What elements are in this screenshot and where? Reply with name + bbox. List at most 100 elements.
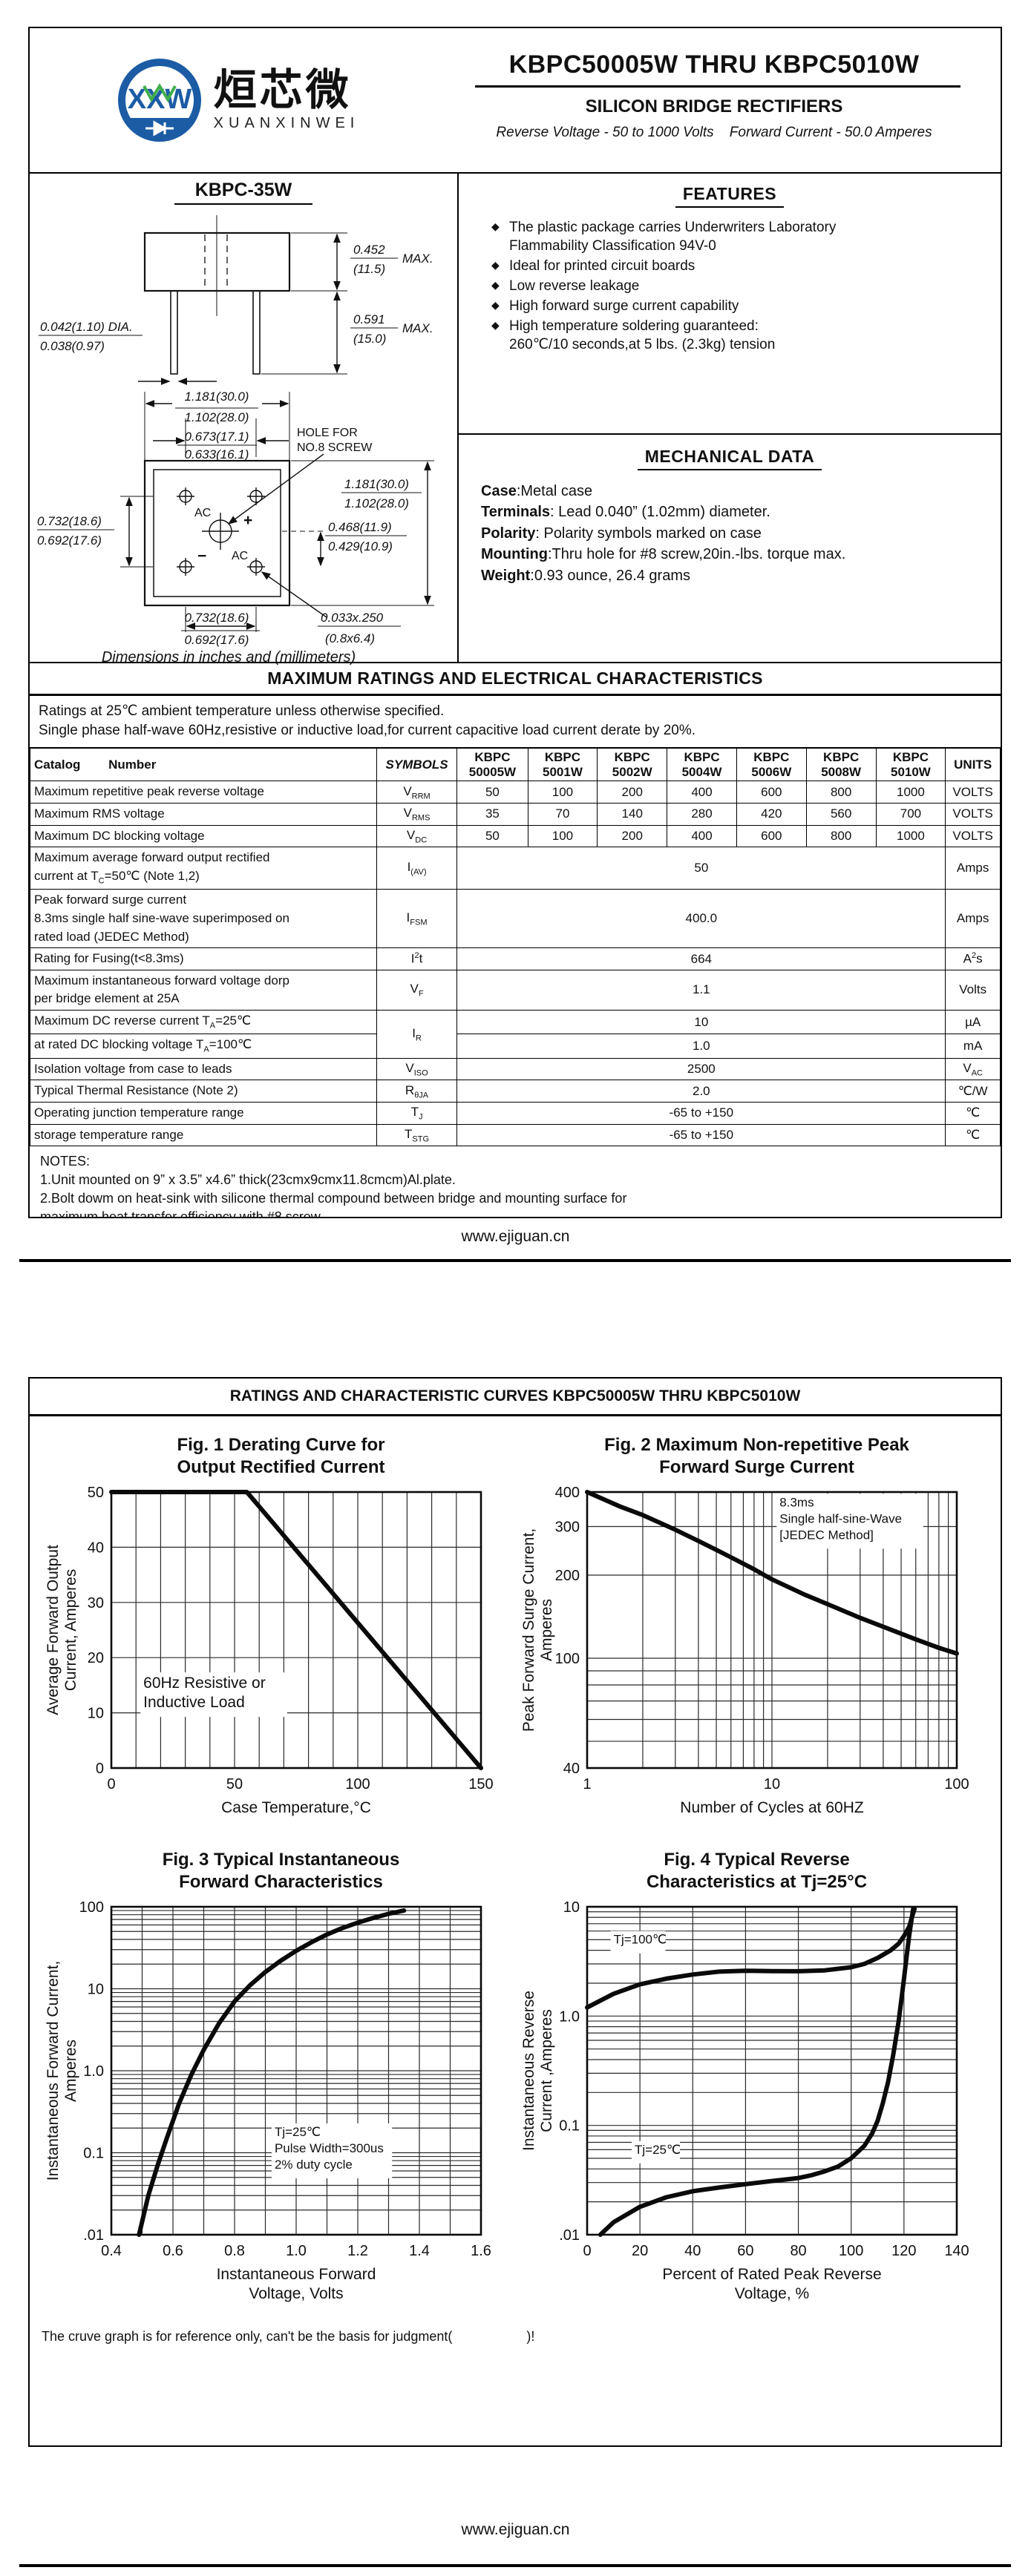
terminal-minus-label: − [197,548,206,565]
y-tick-label: .01 [83,2227,104,2244]
y-axis-title: Peak Forward Surge Current, [520,1528,537,1732]
fig3-chart: 0.4 0.6 0.8 1.0 1.2 1.4 1.6 .01 0.1 1.0 10 100 Insta… [45,1899,491,2302]
x-tick-label: 1.4 [409,2243,430,2259]
device-column-header: KBPC 50005W [456,747,528,782]
symbols-header: SYMBOLS [376,747,458,782]
bullet-icon: ◆ [491,319,500,332]
x-tick-label: 140 [944,2243,969,2259]
bottom-border-line [19,2564,1011,2567]
value-cell: 50 [456,847,946,890]
tj-100c-curve [585,1906,917,2010]
page1-footer-url: www.ejiguan.cn [0,1228,1031,1246]
package-outline-drawing: 0.452 (11.5) MAX. 0.591 (15.0) MAX. 0.04… [37,215,434,666]
drawing-caption: Dimensions in inches and (millimeters) [102,649,356,666]
value-cell: 400.0 [456,889,946,949]
symbol-cell: VRRM [376,781,458,804]
units-cell: VOLTS [945,781,1001,804]
annotation-text: Inductive Load [143,1694,245,1711]
fig4-figure: Fig. 4 Typical Reverse Characteristics at… [519,1841,995,2320]
symbol-cell: IR [376,1010,458,1059]
features-section: FEATURES ◆ The plastic package carries Un… [459,174,1001,435]
y-axis-title: Amperes [538,1599,555,1661]
figures-grid: Fig. 1 Derating Curve for Output Rectifie… [30,1416,1001,2320]
y-tick-label: 0.1 [83,2146,104,2162]
y-tick-label: 100 [79,1899,104,1916]
website-link[interactable]: www.ejiguan.cn [461,1228,570,1245]
annotation-box [632,2140,681,2163]
logo-xxw-text: XXW [127,84,192,115]
x-tick-label: 40 [684,2243,701,2259]
units-cell: Amps [945,847,1001,890]
bullet-icon: ◆ [491,279,500,292]
x-tick-label: 0.4 [101,2243,122,2259]
dim-right-inner-mm: 0.429(10.9) [328,539,393,553]
plot-frame [586,1905,958,2236]
device-column-header: KBPC 5001W [527,747,598,782]
symbol-cell: VRMS [376,803,458,826]
table-row: Maximum RMS voltage VRMS 35 70 140 280 420 560 7… [30,803,1001,826]
units-cell: Volts [945,969,1001,1011]
units-cell: ℃ [945,1102,1001,1125]
device-column-header: KBPC 5008W [805,747,877,782]
website-link-2[interactable]: www.ejiguan.cn [461,2521,570,2538]
value-cell: 50 [456,781,528,804]
fig1-figure: Fig. 1 Derating Curve for Output Rectifie… [43,1427,519,1837]
forward-characteristic-curve [137,1908,407,2237]
fig2-title: Fig. 2 Maximum Non-repetitive Peak Forwar… [604,1435,909,1477]
value-cell: 700 [875,803,946,826]
dim-body-height-max: MAX. [402,252,433,266]
parameter-label: at rated DC blocking voltage TA=100℃ [30,1034,377,1059]
mechanical-data-rows: Case:Metal case Terminals: Lead 0.040” (1… [459,481,1001,586]
parameter-label: Maximum repetitive peak reverse voltage [30,781,377,804]
device-column-header: KBPC 5010W [875,747,946,782]
y-tick-label: 0 [96,1761,104,1777]
symbol-cell: I2t [376,947,458,970]
dim-left-mm: 0.692(17.6) [37,533,102,548]
x-tick-label: 100 [839,2243,863,2259]
dim-width-inner-mm: 0.633(16.1) [185,447,249,461]
dim-lead-length-mm: (15.0) [353,332,386,346]
y-tick-label: 30 [88,1595,104,1611]
table-row: Operating junction temperature range TJ -6… [30,1102,1001,1125]
table-row: at rated DC blocking voltage TA=100℃ 1.0 m… [30,1034,1001,1059]
y-tick-label: 40 [563,1761,580,1777]
ratings-conditions: Ratings at 25℃ ambient temperature unles… [39,703,696,738]
units-header: UNITS [945,747,1001,782]
dim-lead-dia-max: 0.042(1.10) DIA. [40,320,133,334]
value-cell: 400 [667,781,737,804]
value-cell: 1000 [875,781,946,804]
annotation-text: [JEDEC Method] [779,1528,874,1542]
datasheet-page-1: XXW 烜芯微 XUANXINWEI KBPC50005W THRU KBPC5… [28,27,1002,1218]
dim-left-in: 0.732(18.6) [37,514,102,528]
value-cell: 400 [667,824,737,848]
title-underline [475,85,960,88]
y-axis-title: Average Forward Output [45,1545,62,1715]
dim-body-height-mm: (11.5) [353,262,385,276]
table-row: Typical Thermal Resistance (Note 2) RθJA 2… [30,1080,1001,1103]
table-row: Maximum instantaneous forward voltage do… [30,969,1001,1011]
y-tick-label: 10 [88,1706,104,1722]
fig2-chart: 1 10 100 40 100 200 300 400 Number of Cycles at … [520,1485,969,1816]
x-tick-label: 80 [790,2243,806,2259]
y-axis-title: Amperes [62,2040,79,2102]
value-cell: 600 [736,781,807,804]
x-tick-label: 1.6 [471,2243,491,2259]
feature-item: ◆ High temperature soldering guaranteed: … [491,318,776,353]
annotation-text: 60Hz Resistive or [143,1675,266,1692]
terminal-ac-bottom-label: AC [232,550,248,562]
dim-bottom-in: 0.732(18.6) [185,611,249,625]
y-tick-label: 10 [563,1899,580,1916]
logo-icon: XXW [117,59,201,142]
ratings-table: Catalog Number SYMBOLS KBPC 50005W KBPC 500… [30,747,1001,1147]
y-tick-label: 0.1 [559,2118,580,2135]
value-cell: 1000 [875,824,946,848]
dim-slot-mm: (0.8x6.4) [325,631,375,645]
x-tick-label: 150 [468,1776,493,1793]
parameter-label: storage temperature range [30,1123,377,1147]
fig3-figure: Fig. 3 Typical Instantaneous Forward Char… [43,1841,519,2320]
fig1-title: Fig. 1 Derating Curve for Output Rectifie… [177,1435,385,1477]
x-axis-title: Voltage, Volts [249,2285,343,2302]
brand-logo: XXW 烜芯微 XUANXINWEI [30,28,445,172]
plot-frame [110,1905,482,2236]
device-column-header: KBPC 5002W [597,747,668,782]
